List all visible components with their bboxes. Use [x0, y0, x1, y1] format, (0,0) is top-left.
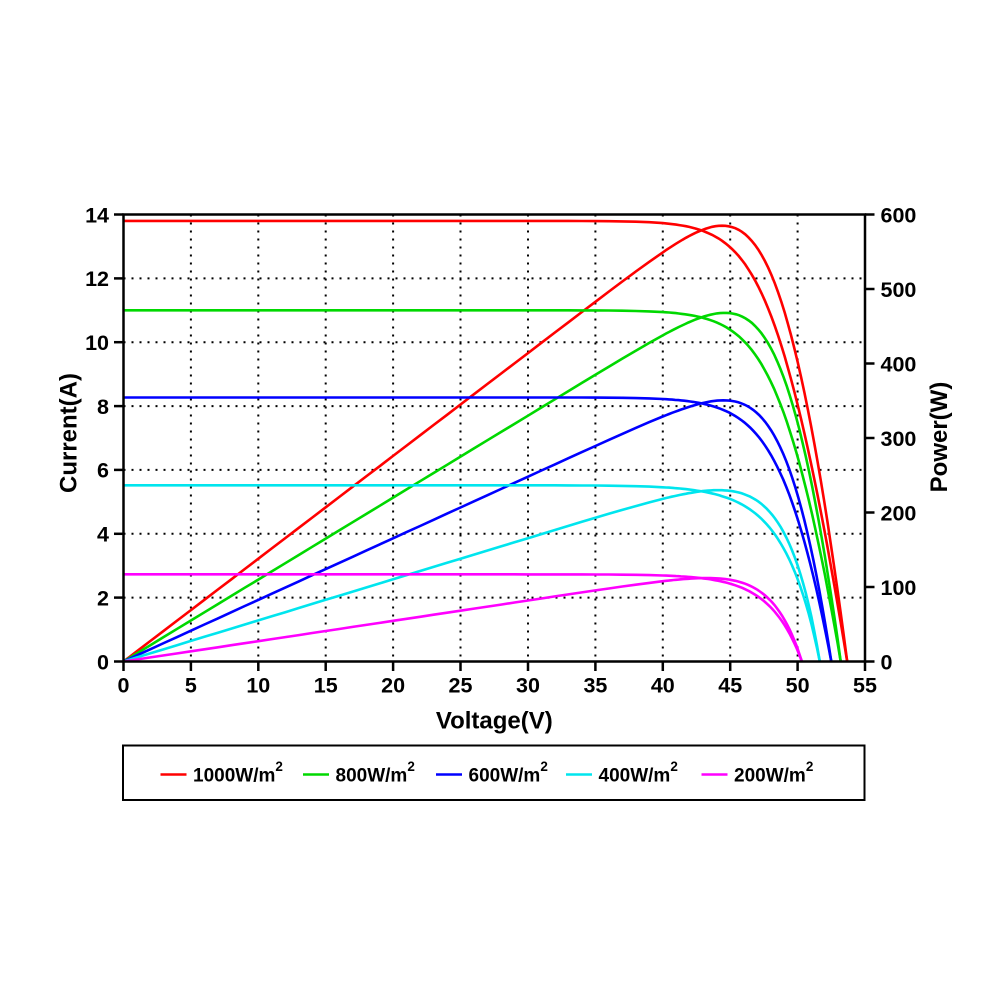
svg-text:14: 14: [85, 203, 109, 227]
svg-text:10: 10: [85, 331, 109, 355]
svg-text:30: 30: [516, 674, 540, 698]
svg-text:35: 35: [583, 674, 607, 698]
svg-text:8: 8: [97, 395, 109, 419]
svg-text:200: 200: [881, 501, 917, 525]
svg-text:45: 45: [718, 674, 742, 698]
svg-text:500: 500: [881, 278, 917, 302]
svg-text:6: 6: [97, 459, 109, 483]
svg-text:0: 0: [97, 650, 109, 674]
svg-text:Current(A): Current(A): [56, 373, 83, 493]
svg-text:600: 600: [881, 203, 917, 227]
svg-text:4: 4: [97, 523, 109, 547]
svg-text:300: 300: [881, 427, 917, 451]
svg-text:0: 0: [118, 674, 130, 698]
svg-text:0: 0: [881, 650, 893, 674]
svg-text:12: 12: [85, 267, 109, 291]
svg-text:Voltage(V): Voltage(V): [436, 708, 553, 735]
svg-text:55: 55: [853, 674, 877, 698]
svg-text:40: 40: [651, 674, 675, 698]
svg-text:10: 10: [246, 674, 270, 698]
svg-text:25: 25: [449, 674, 473, 698]
svg-text:100: 100: [881, 576, 917, 600]
svg-text:2: 2: [97, 586, 109, 610]
svg-text:5: 5: [185, 674, 197, 698]
svg-text:50: 50: [786, 674, 810, 698]
svg-text:400: 400: [881, 352, 917, 376]
svg-text:Power(W): Power(W): [926, 382, 953, 493]
svg-text:15: 15: [314, 674, 338, 698]
svg-text:20: 20: [381, 674, 405, 698]
